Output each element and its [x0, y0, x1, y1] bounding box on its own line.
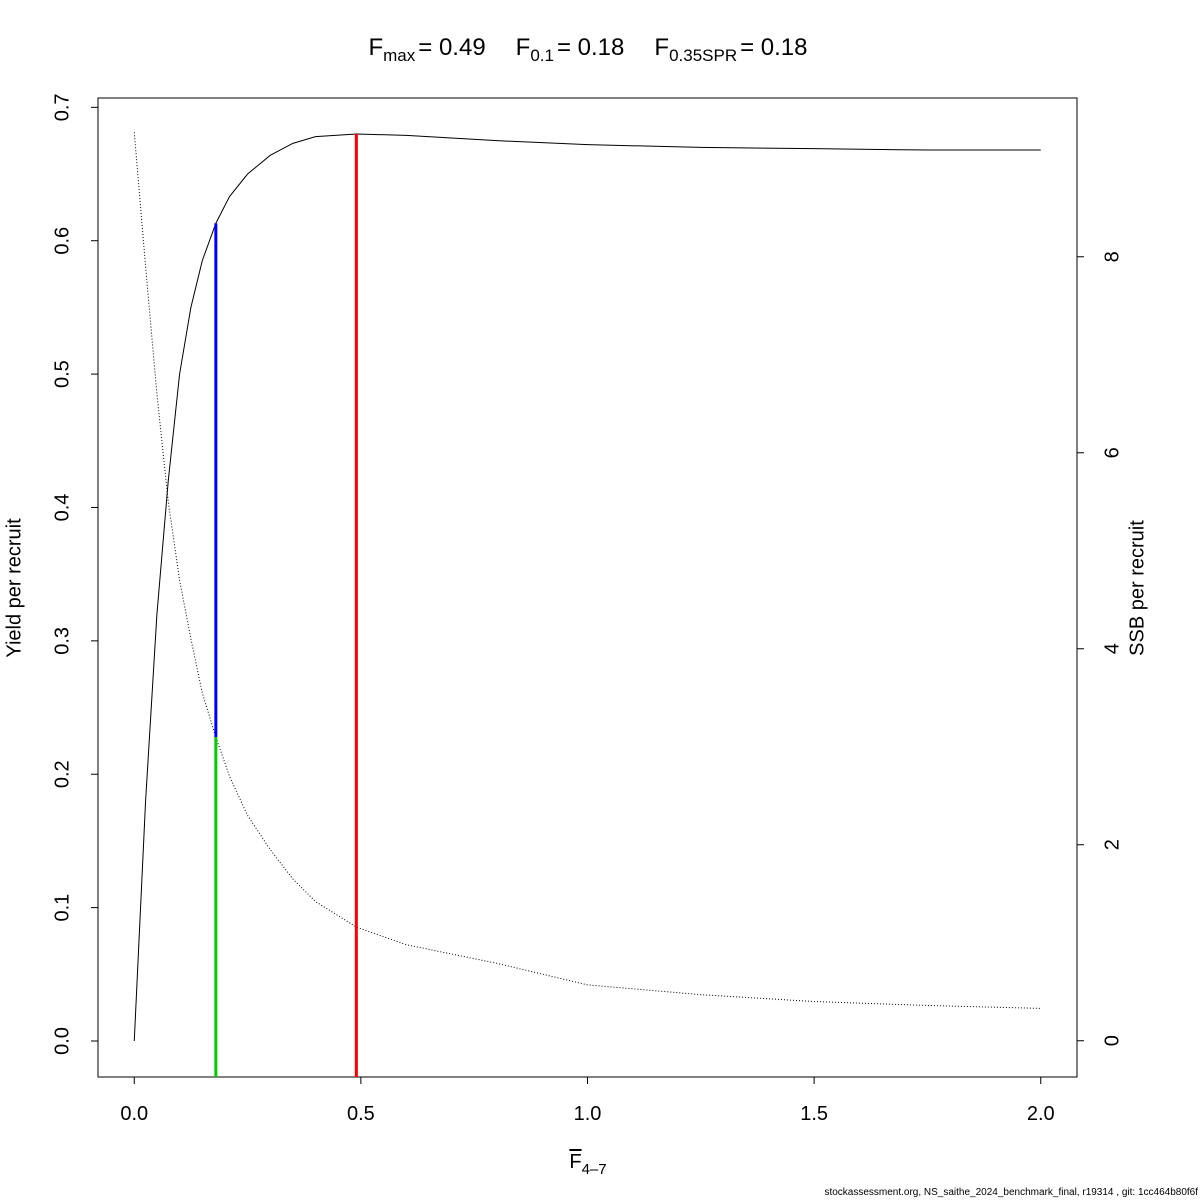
y2ticks-tick-label: 4: [1101, 643, 1123, 654]
series-line: [133, 132, 1041, 1009]
title-subscript: 0.1: [530, 46, 554, 65]
x-title-symbol: F: [569, 1151, 581, 1173]
title-symbol: F: [516, 34, 531, 61]
y2ticks-tick-label: 0: [1101, 1035, 1123, 1046]
yticks-tick-label: 0.7: [51, 93, 73, 121]
yticks-tick-label: 0.3: [51, 627, 73, 655]
y2ticks-tick-label: 6: [1101, 447, 1123, 458]
x-tick-label: 0.5: [347, 1103, 375, 1125]
title-value: = 0.18: [740, 34, 807, 61]
y-axis-title: Yield per recruit: [3, 518, 25, 658]
title-value: = 0.18: [557, 34, 624, 61]
x-tick-label: 1.0: [574, 1103, 602, 1125]
y2-axis-title: SSB per recruit: [1126, 520, 1148, 656]
yticks-tick-label: 0.4: [51, 494, 73, 522]
yticks-tick-label: 0.2: [51, 760, 73, 788]
series-line: [133, 133, 1041, 1042]
plot-box: [97, 97, 1078, 1078]
yticks-tick-label: 0.5: [51, 360, 73, 388]
title-symbol: F: [368, 34, 383, 61]
footer: stockassessment.org, NS_saithe_2024_benc…: [824, 1187, 1198, 1198]
yticks-tick-label: 0.0: [51, 1027, 73, 1055]
x-tick-label: 1.5: [800, 1103, 828, 1125]
title-value: = 0.49: [418, 34, 485, 61]
x-tick-label: 2.0: [1027, 1103, 1055, 1125]
title-symbol: F: [654, 34, 669, 61]
title-subscript: 0.35SPR: [669, 46, 737, 65]
x-axis-title: F4–7: [569, 1151, 606, 1178]
y2ticks-tick-label: 8: [1101, 251, 1123, 262]
yticks-tick-label: 0.1: [51, 894, 73, 922]
chart-title: Fmax = 0.49 F0.1 = 0.18 F0.35SPR = 0.18: [368, 34, 807, 65]
y2ticks-tick-label: 2: [1101, 839, 1123, 850]
x-tick-label: 0.0: [120, 1103, 148, 1125]
x-title-subscript: 4–7: [582, 1161, 607, 1178]
yticks-tick-label: 0.6: [51, 227, 73, 255]
title-subscript: max: [383, 46, 416, 65]
